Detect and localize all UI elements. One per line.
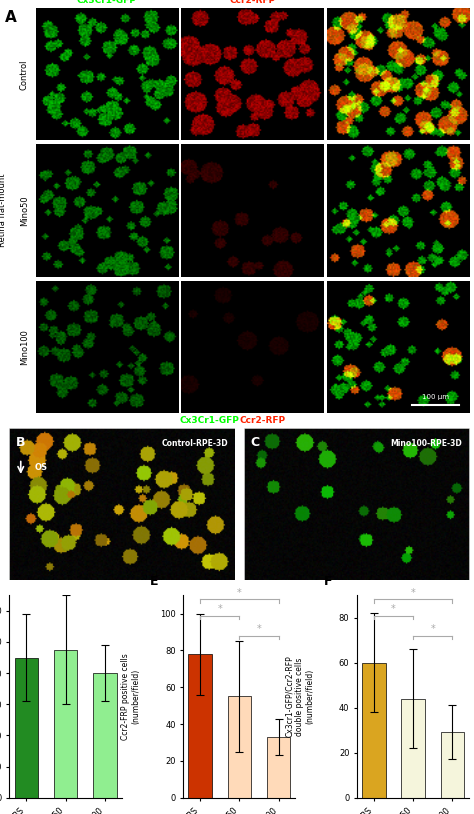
Bar <box>401 698 425 798</box>
Text: 100 μm: 100 μm <box>421 394 448 400</box>
Bar <box>228 697 251 798</box>
Text: Cx3Cr1-GFP: Cx3Cr1-GFP <box>180 416 239 425</box>
Text: Cx3Cr1-GFP: Cx3Cr1-GFP <box>77 0 137 5</box>
Text: Ccr2-RFP: Ccr2-RFP <box>239 416 285 425</box>
Bar <box>93 673 117 798</box>
Text: C: C <box>251 435 260 449</box>
Text: Mino50: Mino50 <box>20 195 29 226</box>
Y-axis label: Cx3cr1-GFP/Ccr2-RFP
double positive cells
(number/field): Cx3cr1-GFP/Ccr2-RFP double positive cell… <box>285 655 315 737</box>
Bar <box>54 650 77 798</box>
Text: Retina flat-mount: Retina flat-mount <box>0 174 7 247</box>
Text: A: A <box>5 10 17 24</box>
Text: OS: OS <box>34 463 47 472</box>
Bar <box>267 737 291 798</box>
Bar <box>15 658 38 798</box>
Text: *: * <box>218 604 222 614</box>
Bar <box>362 663 386 798</box>
Text: Merge: Merge <box>382 0 414 5</box>
Text: E: E <box>150 575 158 588</box>
Bar <box>441 733 464 798</box>
Text: *: * <box>430 624 435 634</box>
Text: F: F <box>323 575 332 588</box>
Text: B: B <box>16 435 26 449</box>
Text: Ccr2-RFP: Ccr2-RFP <box>229 0 275 5</box>
Text: Control: Control <box>20 59 29 90</box>
Text: *: * <box>256 624 261 634</box>
Text: Control-RPE-3D: Control-RPE-3D <box>162 439 228 448</box>
Text: Mino100: Mino100 <box>20 329 29 365</box>
Text: *: * <box>391 604 396 614</box>
Text: *: * <box>411 588 416 597</box>
Bar <box>188 654 212 798</box>
Text: /: / <box>238 416 241 425</box>
Text: *: * <box>237 588 242 597</box>
Text: Mino100-RPE-3D: Mino100-RPE-3D <box>391 439 463 448</box>
Y-axis label: Ccr2-FRP positive cells
(number/field): Ccr2-FRP positive cells (number/field) <box>121 653 141 740</box>
